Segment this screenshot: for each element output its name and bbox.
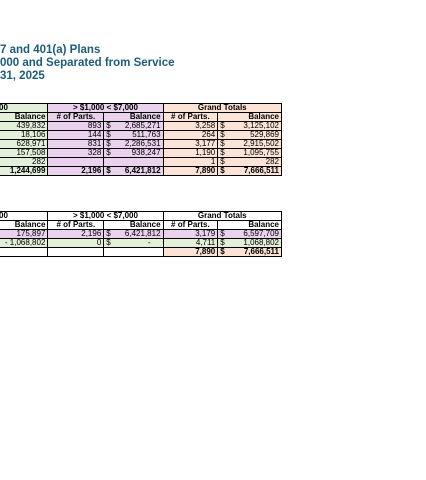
currency-symbol: $	[106, 139, 111, 148]
balance-cell: 529,869	[250, 130, 279, 139]
col-header-parts-2: # of Parts.	[47, 220, 105, 230]
balance-cell: 282	[0, 157, 49, 167]
total-parts-cell: 7,890	[162, 247, 219, 257]
parts-cell: 1	[162, 157, 219, 167]
currency-symbol: $	[220, 247, 225, 256]
table-group-header-row: 00 > $1,000 < $7,000 Grand Totals	[0, 211, 283, 221]
total-balance-cell: 7,666,511	[243, 166, 279, 175]
balance-cell: 6,597,709	[243, 229, 279, 238]
summary-table-2: 00 > $1,000 < $7,000 Grand Totals Balanc…	[0, 211, 283, 257]
total-balance-cell: 1,244,699	[0, 166, 49, 176]
table-row: 157,508 328 $938,247 1,190 $1,095,755	[0, 148, 282, 158]
table-row: 175,897 2,196 $6,421,812 3,179 $6,597,70…	[0, 229, 282, 239]
currency-symbol: $	[106, 148, 111, 157]
table-row: - 1,068,802 0 $ - 4,711 $1,068,802	[0, 238, 282, 248]
balance-cell: 938,247	[131, 148, 161, 157]
parts-cell: 3,179	[162, 229, 219, 239]
balance-cell: 511,763	[132, 130, 161, 139]
parts-cell: 893	[47, 121, 105, 131]
col-header-balance-1: Balance	[0, 220, 49, 230]
balance-cell: 175,897	[0, 229, 49, 239]
currency-symbol: $	[220, 139, 225, 148]
balance-cell: 157,508	[0, 148, 49, 158]
parts-cell: 264	[162, 130, 219, 140]
parts-cell: 3,258	[162, 121, 219, 131]
currency-symbol: $	[106, 229, 111, 238]
currency-symbol: $	[220, 157, 225, 166]
group-header-2: > $1,000 < $7,000	[47, 211, 164, 221]
currency-symbol: $	[220, 238, 225, 247]
table-total-row: 1,244,699 2,196 $6,421,812 7,890 $7,666,…	[0, 166, 282, 176]
col-header-balance-2: Balance	[103, 112, 164, 122]
table-row: 628,971 831 $2,286,531 3,177 $2,915,502	[0, 139, 282, 149]
summary-table-1: 00 > $1,000 < $7,000 Grand Totals Balanc…	[0, 103, 283, 176]
table-row: 439,832 893 $2,685,271 3,258 $3,125,102	[0, 121, 282, 131]
balance-cell: 2,915,502	[243, 139, 279, 148]
empty-cell	[47, 247, 105, 257]
total-parts-cell: 7,890	[162, 166, 219, 176]
col-header-parts-3: # of Parts.	[162, 112, 219, 122]
currency-symbol: $	[106, 238, 111, 247]
col-header-balance-1: Balance	[0, 112, 49, 122]
col-header-balance-3: Balance	[217, 220, 282, 230]
parts-cell: 144	[47, 130, 105, 140]
parts-cell	[47, 157, 105, 167]
empty-cell	[103, 247, 164, 257]
report-title-line-2: 000 and Separated from Service	[0, 57, 175, 69]
group-header-3: Grand Totals	[162, 211, 283, 221]
report-title-line-3: 31, 2025	[0, 70, 45, 82]
currency-symbol: $	[220, 130, 225, 139]
balance-cell: 2,286,531	[124, 139, 161, 148]
currency-symbol: $	[220, 121, 225, 130]
total-parts-cell: 2,196	[47, 166, 105, 176]
col-header-balance-2: Balance	[103, 220, 164, 230]
col-header-parts-3: # of Parts.	[162, 220, 219, 230]
total-balance-cell: 7,666,511	[243, 247, 279, 256]
table-group-header-row: 00 > $1,000 < $7,000 Grand Totals	[0, 103, 283, 113]
balance-cell: - 1,068,802	[0, 238, 49, 248]
currency-symbol: $	[220, 229, 225, 238]
balance-cell: 1,095,755	[243, 148, 279, 157]
balance-cell: 6,421,812	[124, 229, 161, 238]
balance-cell: 3,125,102	[243, 121, 279, 130]
balance-cell: -	[147, 238, 151, 247]
currency-symbol: $	[106, 166, 111, 175]
balance-cell: 2,685,271	[124, 121, 161, 130]
parts-cell: 328	[47, 148, 105, 158]
currency-symbol: $	[220, 166, 225, 175]
parts-cell: 3,177	[162, 139, 219, 149]
report-title-line-1: 7 and 401(a) Plans	[0, 44, 101, 56]
col-header-parts-2: # of Parts.	[47, 112, 105, 122]
col-header-balance-3: Balance	[217, 112, 282, 122]
group-header-2: > $1,000 < $7,000	[47, 103, 164, 113]
balance-cell: 628,971	[0, 139, 49, 149]
table-total-row: 7,890 $7,666,511	[0, 247, 282, 257]
table-column-header-row: Balance # of Parts. Balance # of Parts. …	[0, 112, 282, 122]
parts-cell: 2,196	[47, 229, 105, 239]
currency-symbol: $	[220, 148, 225, 157]
parts-cell: 831	[47, 139, 105, 149]
parts-cell: 1,190	[162, 148, 219, 158]
table-row: 18,106 144 $511,763 264 $529,869	[0, 130, 282, 140]
group-header-1: 00	[0, 211, 49, 221]
parts-cell: 0	[47, 238, 105, 248]
empty-cell	[0, 247, 49, 257]
group-header-1: 00	[0, 103, 49, 113]
balance-cell: 282	[265, 157, 279, 166]
balance-cell: 18,106	[0, 130, 49, 140]
currency-symbol: $	[106, 130, 111, 139]
total-balance-cell: 6,421,812	[124, 166, 161, 175]
group-header-3: Grand Totals	[162, 103, 283, 113]
table-column-header-row: Balance # of Parts. Balance # of Parts. …	[0, 220, 282, 230]
balance-cell: 1,068,802	[243, 238, 279, 247]
table-row: 282 1 $282	[0, 157, 282, 167]
parts-cell: 4,711	[162, 238, 219, 248]
balance-cell: 439,832	[0, 121, 49, 131]
currency-symbol: $	[106, 121, 111, 130]
